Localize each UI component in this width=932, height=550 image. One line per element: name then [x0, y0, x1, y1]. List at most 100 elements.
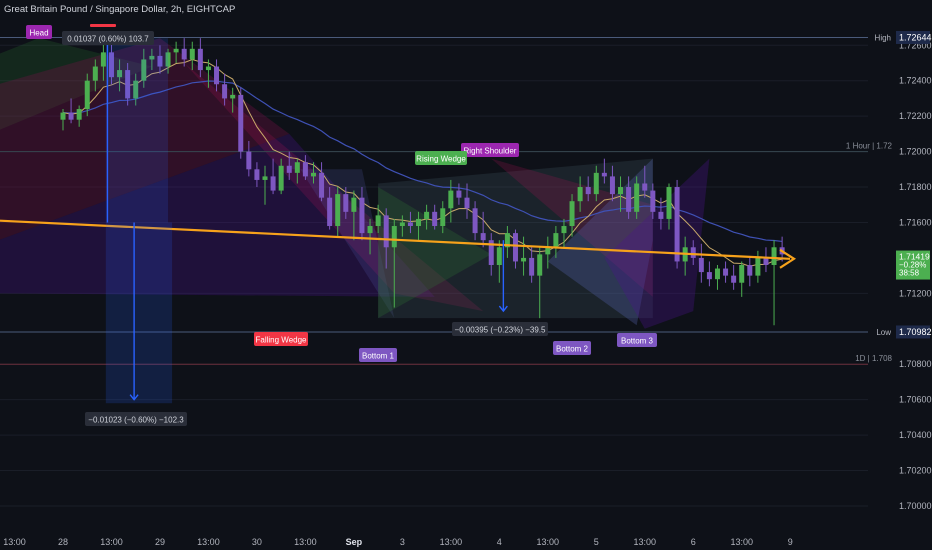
candle-body	[189, 48, 195, 60]
candle-body	[424, 211, 430, 219]
y-axis[interactable]: 1.72600 1.72400 1.72200 1.72000 1.71800 1.716…	[875, 30, 932, 511]
label-bottom-2: Bottom 2	[556, 345, 589, 354]
candle-body	[593, 172, 599, 195]
candle-body	[464, 197, 470, 209]
candle-body	[731, 275, 737, 283]
zone-bottom-3	[604, 158, 710, 329]
candle-body	[521, 257, 527, 262]
candle-body	[68, 112, 74, 120]
candle-body	[553, 233, 559, 248]
candle-body	[569, 201, 575, 227]
candle-body	[149, 55, 155, 60]
candle-body	[537, 254, 543, 276]
candle-body	[205, 66, 211, 71]
level-line-label: 1 Hour | 1.72	[846, 142, 893, 151]
candle-body	[690, 247, 696, 258]
label-right-shoulder-bg	[461, 143, 519, 157]
candle-body	[327, 197, 333, 227]
x-tick-label: 29	[155, 537, 165, 547]
x-tick-label: 9	[788, 537, 793, 547]
candle-body	[650, 190, 656, 212]
trendline[interactable]	[0, 219, 797, 269]
candle-body	[246, 151, 252, 170]
zone-wedge-tip	[289, 151, 395, 319]
label-bottom-2-bg	[553, 341, 591, 355]
candle-body	[488, 240, 494, 265]
x-tick-label: 3	[400, 537, 405, 547]
label-rising-wedge: Rising Wedge	[416, 155, 466, 164]
candle-body	[319, 172, 325, 198]
zone-left-purple	[0, 133, 435, 297]
candle-body	[84, 80, 90, 110]
current-price-countdown: 38:58	[899, 269, 920, 278]
measure-tools	[105, 38, 508, 404]
y-tick-label: 1.70000	[899, 501, 932, 511]
candle-body	[383, 215, 389, 248]
candle-body	[658, 211, 664, 219]
current-price-value: 1.71419	[899, 252, 930, 262]
candle-body	[448, 190, 454, 209]
candle-body	[504, 233, 510, 248]
moving-averages	[62, 59, 783, 267]
x-tick-label: 13:00	[294, 537, 317, 547]
candle-body	[286, 165, 292, 173]
label-measure-down-bg	[85, 412, 187, 426]
candle-body	[351, 197, 357, 212]
x-tick-label: 13:00	[440, 537, 463, 547]
candle-body	[440, 208, 446, 227]
label-bottom-3: Bottom 3	[621, 337, 654, 346]
candle-body	[601, 172, 607, 177]
y-tick-label: 1.70200	[899, 466, 932, 476]
candle-body	[666, 187, 672, 219]
candle-body	[92, 66, 98, 81]
price-label-bg	[896, 30, 930, 44]
candle-body	[108, 52, 114, 78]
candle-body	[472, 208, 478, 234]
candle-body	[222, 84, 228, 99]
candle-body	[302, 162, 308, 177]
label-measure-down: −0.01023 (−0.60%) −102.3	[88, 416, 184, 425]
y-tick-label: 1.72200	[899, 111, 932, 121]
candle-body	[391, 226, 397, 248]
y-tick-label: 1.70800	[899, 359, 932, 369]
candle-body	[674, 187, 680, 262]
candles	[60, 38, 785, 326]
label-falling-wedge-bg	[254, 332, 308, 346]
measure-up-box	[105, 38, 169, 223]
candle-body	[642, 183, 648, 191]
label-measure-mid-bg	[452, 322, 548, 336]
measure-down-arrowhead	[129, 394, 139, 401]
candle-body	[407, 222, 413, 227]
level-line-label: 1D | 1.708	[855, 354, 892, 363]
price-label-name: Low	[876, 328, 891, 337]
label-head-bg	[26, 25, 52, 39]
x-tick-label: 13:00	[633, 537, 656, 547]
candle-body	[173, 48, 179, 53]
candle-body	[618, 187, 624, 195]
label-measure-top: 0.01037 (0.60%) 103.7	[67, 35, 149, 44]
candle-body	[577, 187, 583, 202]
label-bottom-3-bg	[617, 333, 657, 347]
measure-down-box	[105, 222, 173, 404]
candle-body	[76, 109, 82, 120]
candle-body	[545, 247, 551, 255]
label-right-shoulder: Right Shoulder	[464, 147, 517, 156]
candle-body	[60, 112, 66, 120]
marker-head-top	[90, 24, 116, 27]
y-tick-label: 1.72600	[899, 40, 932, 50]
x-tick-label: 28	[58, 537, 68, 547]
candle-body	[367, 226, 373, 234]
candle-body	[214, 66, 220, 85]
y-tick-label: 1.70600	[899, 395, 932, 405]
label-falling-wedge: Falling Wedge	[256, 336, 308, 345]
candle-body	[335, 194, 341, 227]
candle-body	[755, 257, 761, 276]
candle-body	[706, 272, 712, 280]
candle-body	[771, 247, 777, 265]
x-tick-label: 5	[594, 537, 599, 547]
x-axis[interactable]: 13:00 28 13:00 29 13:00 30 13:00 Sep 3 13:00 4 13:0…	[3, 537, 792, 547]
zone-rising-green	[378, 187, 492, 319]
current-price-bg	[896, 250, 930, 280]
